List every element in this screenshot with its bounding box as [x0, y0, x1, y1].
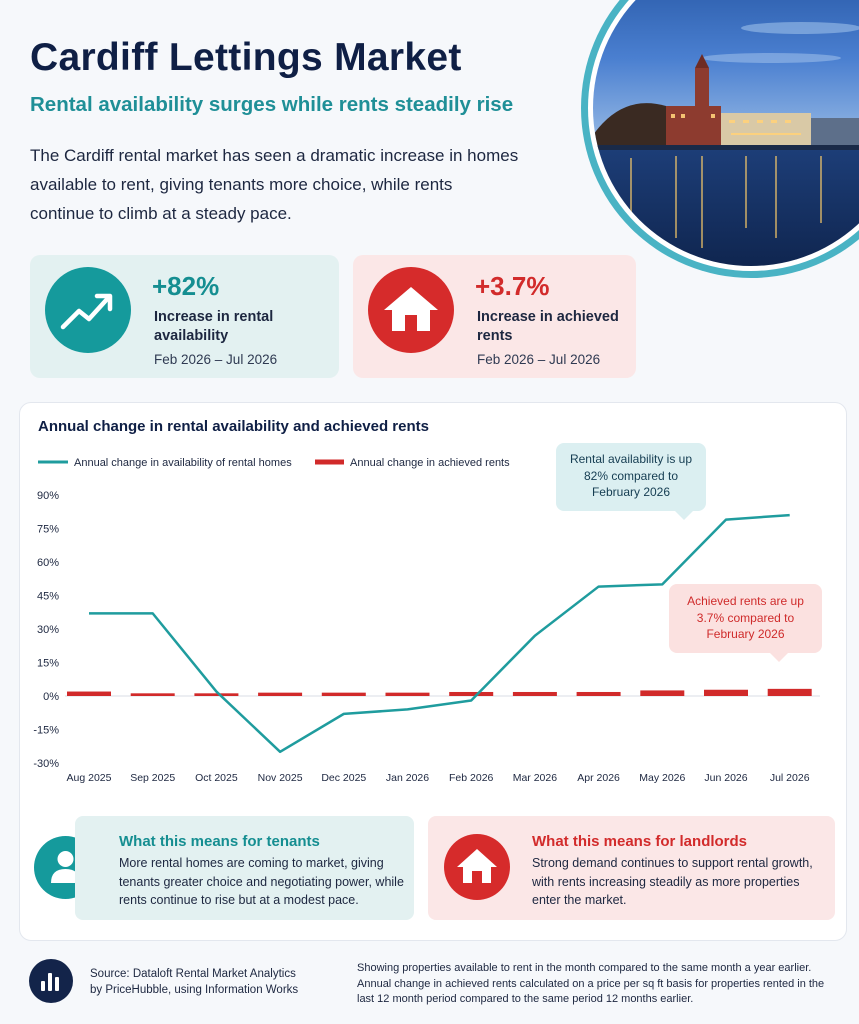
availability-stat-card: +82% Increase in rental availability Feb… — [30, 255, 339, 378]
y-tick-label: 90% — [37, 490, 59, 502]
x-tick-label: Jun 2026 — [704, 772, 747, 784]
rents-stat-card: +3.7% Increase in achieved rents Feb 202… — [353, 255, 636, 378]
landlords-panel: What this means for landlords Strong dem… — [428, 816, 835, 920]
availability-line — [89, 513, 790, 754]
legend-rents-label: Annual change in achieved rents — [350, 457, 510, 469]
availability-callout: Rental availability is up 82% compared t… — [556, 443, 706, 520]
house-icon — [384, 287, 438, 331]
x-tick-label: Aug 2025 — [67, 772, 112, 784]
rents-bar — [640, 690, 685, 696]
rents-icon-circle — [368, 267, 454, 353]
dataloft-logo — [29, 959, 73, 1003]
tenants-panel: What this means for tenants More rental … — [75, 816, 414, 920]
cardiff-bay-photo — [581, 0, 859, 278]
rents-callout: Achieved rents are up 3.7% compared to F… — [669, 584, 822, 662]
tenants-body: More rental homes are coming to market, … — [119, 856, 404, 907]
rents-bar — [258, 692, 303, 696]
rents-callout-tail — [769, 652, 789, 662]
x-tick-label: Sep 2025 — [130, 772, 175, 784]
y-tick-label: -30% — [33, 758, 59, 770]
rents-bar — [449, 691, 494, 696]
rents-bar — [385, 692, 430, 696]
x-tick-label: Jul 2026 — [770, 772, 810, 784]
rents-bar — [321, 692, 366, 696]
landlords-body: Strong demand continues to support renta… — [532, 856, 813, 907]
rents-callout-text: Achieved rents are up 3.7% compared to F… — [687, 594, 804, 641]
x-tick-label: Feb 2026 — [449, 772, 494, 784]
rents-bar — [704, 689, 748, 696]
bar-chart-icon — [41, 973, 59, 991]
x-tick-label: May 2026 — [639, 772, 685, 784]
availability-stat-value: +82% — [152, 271, 220, 301]
tenants-heading: What this means for tenants — [119, 833, 320, 850]
chart-title: Annual change in rental availability and… — [38, 418, 429, 435]
source-text: Source: Dataloft Rental Market Analytics… — [90, 968, 299, 996]
rents-stat-value: +3.7% — [475, 271, 550, 301]
y-tick-label: 15% — [37, 658, 59, 670]
rents-bar — [130, 693, 175, 696]
x-tick-label: Dec 2025 — [321, 772, 366, 784]
rents-stat-period: Feb 2026 – Jul 2026 — [477, 352, 601, 367]
y-tick-label: 30% — [37, 624, 59, 636]
x-tick-label: Apr 2026 — [577, 772, 620, 784]
rents-stat-label: Increase in achieved rents — [477, 309, 619, 344]
availability-stat-label: Increase in rental availability — [154, 309, 274, 344]
x-tick-label: Oct 2025 — [195, 772, 238, 784]
landlord-icon-circle — [444, 834, 510, 900]
methodology-note: Showing properties available to rent in … — [357, 962, 825, 1005]
y-tick-label: 60% — [37, 557, 59, 569]
rents-bar — [67, 691, 111, 696]
y-tick-label: 45% — [37, 591, 59, 603]
person-icon — [51, 851, 80, 883]
page-subtitle: Rental availability surges while rents s… — [30, 93, 514, 116]
trend-up-icon — [60, 293, 113, 330]
legend-availability-label: Annual change in availability of rental … — [74, 457, 292, 469]
x-tick-label: Nov 2025 — [258, 772, 303, 784]
availability-stat-period: Feb 2026 – Jul 2026 — [154, 352, 278, 367]
availability-icon-circle — [45, 267, 131, 353]
page-title: Cardiff Lettings Market — [30, 36, 462, 79]
x-tick-label: Jan 2026 — [386, 772, 429, 784]
house-icon — [457, 849, 497, 883]
intro-text: The Cardiff rental market has seen a dra… — [30, 146, 519, 223]
availability-callout-tail — [674, 510, 694, 520]
x-tick-label: Mar 2026 — [513, 772, 558, 784]
rents-bar — [576, 691, 621, 696]
y-tick-label: 0% — [43, 691, 59, 703]
rents-bar — [512, 691, 557, 696]
y-tick-label: -15% — [33, 725, 59, 737]
y-tick-label: 75% — [37, 524, 59, 536]
availability-callout-text: Rental availability is up 82% compared t… — [569, 452, 693, 499]
rents-bar — [767, 688, 812, 696]
landlords-heading: What this means for landlords — [532, 833, 748, 850]
rents-bar — [194, 693, 239, 696]
